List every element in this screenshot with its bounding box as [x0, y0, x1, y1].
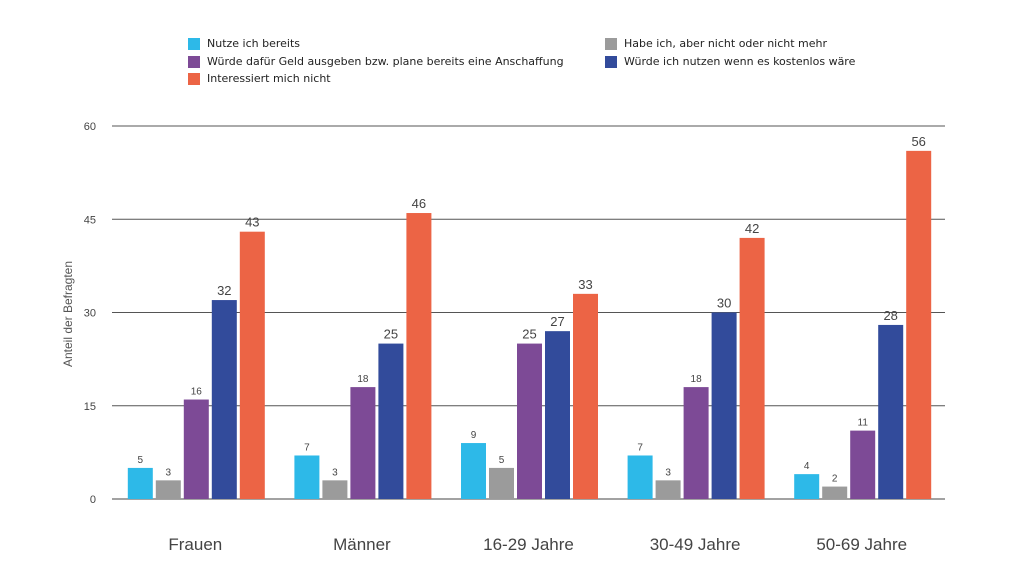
data-label: 7 — [304, 442, 310, 453]
data-label: 2 — [832, 474, 838, 485]
data-label: 5 — [499, 455, 505, 466]
data-label: 42 — [745, 221, 759, 236]
bar — [461, 443, 486, 499]
bar — [294, 455, 320, 499]
y-tick-label: 45 — [84, 214, 96, 226]
x-tick-label: 50-69 Jahre — [816, 535, 907, 554]
bar — [517, 343, 542, 499]
data-label: 25 — [522, 327, 536, 342]
data-label: 4 — [804, 461, 810, 472]
bar — [322, 480, 348, 499]
data-label: 7 — [637, 442, 643, 453]
legend-swatch — [188, 72, 200, 85]
bar — [350, 387, 376, 499]
legend-swatch — [188, 55, 200, 68]
legend-item-habe: Habe ich, aber nicht oder nicht mehr — [605, 37, 827, 50]
data-label: 5 — [138, 455, 144, 466]
data-label: 25 — [384, 327, 398, 342]
legend-label: Interessiert mich nicht — [207, 72, 331, 85]
data-label: 43 — [245, 215, 259, 230]
data-label: 3 — [332, 467, 338, 478]
x-tick-label: 30-49 Jahre — [650, 535, 741, 554]
bars — [127, 150, 932, 500]
bar — [711, 312, 737, 499]
x-tick-label: Frauen — [168, 535, 222, 554]
legend-swatch — [605, 37, 617, 50]
bar — [211, 300, 237, 499]
data-label: 3 — [665, 467, 671, 478]
data-label: 30 — [717, 296, 731, 311]
bar — [573, 293, 598, 499]
legend-swatch — [605, 55, 617, 68]
bar — [878, 324, 904, 499]
data-label: 3 — [166, 467, 172, 478]
data-label: 32 — [217, 283, 231, 298]
bar — [489, 467, 514, 499]
bar — [683, 387, 709, 499]
y-axis-label: Anteil der Befragten — [61, 261, 75, 367]
y-tick-label: 15 — [84, 401, 96, 413]
bar — [850, 430, 876, 499]
legend-item-interessiert: Interessiert mich nicht — [188, 72, 331, 85]
x-tick-label: 16-29 Jahre — [483, 535, 574, 554]
bar — [655, 480, 681, 499]
legend-label: Habe ich, aber nicht oder nicht mehr — [624, 37, 828, 50]
bar — [378, 343, 404, 499]
bar — [183, 399, 209, 499]
legend-item-nutze: Nutze ich bereits — [188, 37, 300, 50]
data-label: 18 — [357, 374, 369, 385]
bar — [239, 231, 265, 499]
bar — [906, 150, 932, 499]
bar — [794, 474, 820, 499]
bar — [155, 480, 181, 499]
y-tick-label: 30 — [84, 308, 96, 320]
bar — [822, 486, 848, 499]
data-label: 56 — [911, 134, 925, 149]
y-tick-label: 0 — [90, 494, 96, 506]
bar — [627, 455, 653, 499]
legend-label: Würde dafür Geld ausgeben bzw. plane ber… — [207, 55, 564, 68]
x-tick-label: Männer — [333, 535, 391, 554]
data-label: 46 — [412, 196, 426, 211]
bar — [406, 213, 432, 500]
data-label: 33 — [578, 277, 592, 292]
legend-label: Nutze ich bereits — [207, 37, 301, 50]
data-label: 9 — [471, 430, 477, 441]
data-label: 27 — [550, 314, 564, 329]
data-label: 18 — [691, 374, 703, 385]
legend-label: Würde ich nutzen wenn es kostenlos wäre — [624, 55, 856, 68]
bar — [739, 237, 765, 499]
bar — [545, 331, 570, 499]
y-tick-label: 60 — [84, 121, 96, 133]
data-label: 11 — [858, 418, 869, 429]
legend-item-kostenlos: Würde ich nutzen wenn es kostenlos wäre — [605, 55, 855, 68]
x-axis: Frauen Männer 16-29 Jahre 30-49 Jahre 50-69 … — [168, 535, 907, 554]
data-label: 16 — [191, 387, 203, 398]
legend-swatch — [188, 37, 200, 50]
bar — [127, 467, 153, 499]
data-label: 28 — [883, 308, 897, 323]
legend-item-geld: Würde dafür Geld ausgeben bzw. plane ber… — [188, 55, 564, 68]
